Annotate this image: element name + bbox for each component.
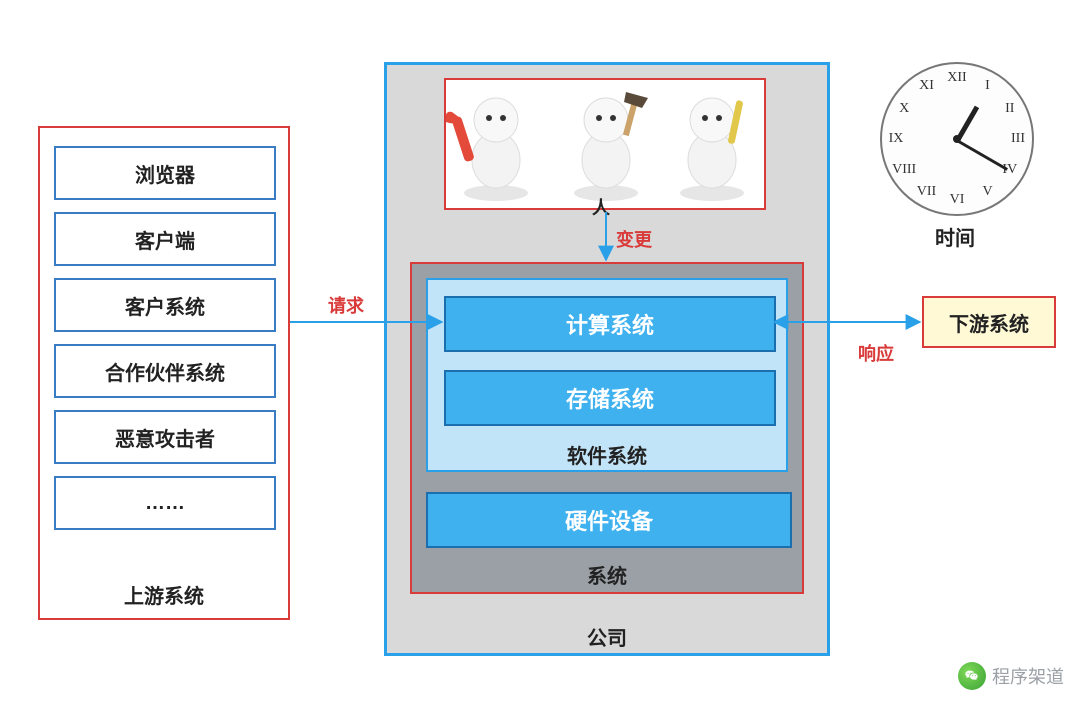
- company-title: 公司: [384, 622, 830, 651]
- hardware-label: 硬件设备: [565, 504, 653, 536]
- clock-numeral: III: [1011, 131, 1025, 147]
- arrow-label-request: 请求: [328, 292, 364, 318]
- system-title: 系统: [410, 560, 804, 589]
- clock: XIIIIIIIIIVVVIVIIVIIIIXXXI: [880, 62, 1034, 216]
- clock-numeral: V: [982, 184, 992, 200]
- people-illustration-icon: [446, 80, 768, 212]
- upstream-item: 客户系统: [54, 278, 276, 332]
- upstream-item: 恶意攻击者: [54, 410, 276, 464]
- upstream-item: 合作伙伴系统: [54, 344, 276, 398]
- clock-numeral: XII: [947, 70, 966, 86]
- software-title: 软件系统: [426, 440, 788, 469]
- clock-label: 时间: [880, 222, 1030, 251]
- clock-numeral: II: [1005, 101, 1014, 117]
- people-label: 人: [592, 194, 610, 220]
- arrow-label-response: 响应: [858, 340, 894, 366]
- downstream-label: 下游系统: [949, 308, 1029, 337]
- clock-face-icon: XIIIIIIIIIVVVIVIIVIIIIXXXI: [880, 62, 1034, 216]
- people-box: [444, 78, 766, 210]
- upstream-item: ……: [54, 476, 276, 530]
- clock-numeral: VII: [917, 184, 936, 200]
- clock-numeral: XI: [919, 78, 934, 94]
- wechat-icon: [958, 662, 986, 690]
- clock-numeral: VIII: [892, 162, 916, 178]
- clock-hour-hand: [955, 106, 979, 143]
- clock-numeral: X: [899, 101, 909, 117]
- clock-numeral: IX: [889, 131, 904, 147]
- clock-numeral: VI: [950, 192, 965, 208]
- watermark: 程序架道: [958, 662, 1064, 690]
- downstream-box: 下游系统: [922, 296, 1056, 348]
- software-block: 存储系统: [444, 370, 776, 426]
- arrow-label-change: 变更: [616, 226, 652, 252]
- clock-minute-hand: [956, 139, 1008, 171]
- watermark-text: 程序架道: [992, 663, 1064, 689]
- clock-numeral: I: [985, 78, 990, 94]
- software-block: 计算系统: [444, 296, 776, 352]
- upstream-title: 上游系统: [38, 580, 290, 609]
- upstream-item: 浏览器: [54, 146, 276, 200]
- upstream-item: 客户端: [54, 212, 276, 266]
- hardware-block: 硬件设备: [426, 492, 792, 548]
